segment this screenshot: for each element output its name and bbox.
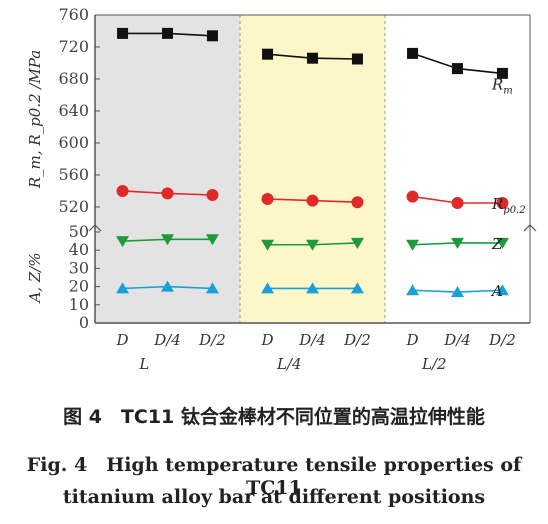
data-point-r-p0-2 (496, 197, 509, 209)
lower-tick-label: 20 (69, 277, 89, 296)
lower-tick-label: 50 (69, 222, 89, 241)
data-point-r-m (496, 67, 508, 79)
lower-tick-label: 40 (69, 240, 89, 259)
x-tick-label: D (116, 331, 129, 349)
data-point-a (116, 282, 130, 294)
data-point-z (306, 239, 319, 251)
data-point-a (495, 284, 509, 296)
x-tick-label: D (406, 331, 419, 349)
group-label: L/4 (276, 355, 302, 373)
upper-tick-label: 680 (58, 69, 89, 88)
caption-english-line1: Fig. 4 High temperature tensile properti… (26, 454, 522, 499)
data-point-r-m (452, 63, 463, 75)
data-point-a (161, 280, 174, 292)
data-point-r-p0-2 (351, 196, 364, 209)
upper-tick-label: 560 (58, 165, 89, 184)
upper-tick-label: 640 (58, 101, 89, 120)
group-label: L (138, 355, 149, 373)
data-point-a (350, 282, 364, 294)
data-point-r-m (407, 47, 419, 59)
data-point-a (406, 284, 420, 296)
axis-break-right (523, 224, 537, 232)
upper-y-axis-label: R_m, R_p0.2 /MPa (26, 50, 44, 189)
x-tick-label: D/2 (198, 331, 226, 349)
lower-y-axis-label: A, Z/% (26, 252, 44, 304)
x-tick-label: D/2 (488, 331, 516, 349)
data-point-r-p0-2 (116, 185, 129, 197)
series-label-a: A (490, 282, 503, 300)
data-point-r-m (262, 48, 274, 60)
upper-tick-label: 720 (58, 37, 89, 56)
data-point-a (205, 282, 219, 294)
data-point-r-p0-2 (261, 193, 274, 205)
data-point-r-m (117, 27, 129, 39)
data-point-r-p0-2 (161, 187, 174, 200)
data-point-r-m (162, 27, 173, 39)
group-bands (95, 15, 530, 323)
data-point-z (451, 237, 464, 249)
data-point-r-p0-2 (451, 197, 464, 209)
data-point-r-m (307, 52, 318, 64)
x-tick-label: D/4 (443, 331, 471, 349)
caption-chinese: 图 4 TC11 钛合金棒材不同位置的高温拉伸性能 (63, 406, 485, 428)
data-point-a (451, 286, 464, 298)
data-point-z (261, 239, 275, 251)
axes (88, 14, 537, 324)
data-point-z (495, 237, 509, 249)
data-point-r-m (206, 30, 218, 42)
caption-english-line2: titanium alloy bar at different position… (62, 486, 486, 508)
data-point-z (350, 237, 364, 249)
band-L (95, 15, 240, 323)
data-point-r-p0-2 (206, 189, 219, 201)
series-label-z: Z (491, 235, 503, 253)
series-layer (116, 27, 509, 298)
series-label-r-m: Rm (491, 75, 513, 96)
x-tick-label: D/4 (298, 331, 326, 349)
data-point-r-p0-2 (406, 190, 419, 203)
lower-tick-label: 30 (69, 258, 89, 277)
group-label: L/2 (421, 355, 447, 373)
lower-tick-label: 10 (69, 295, 89, 314)
data-point-r-p0-2 (306, 194, 319, 207)
data-point-r-m (351, 53, 363, 65)
upper-tick-label: 600 (58, 133, 89, 152)
x-tick-label: D (261, 331, 274, 349)
upper-tick-label: 760 (58, 5, 89, 24)
series-label-r-p0-2: Rp0.2 (491, 195, 526, 216)
data-point-z (116, 236, 130, 248)
band-L-2 (385, 15, 530, 323)
upper-tick-label: 520 (58, 197, 89, 216)
x-tick-label: D/2 (343, 331, 371, 349)
data-point-z (161, 234, 174, 246)
data-point-z (406, 239, 420, 251)
x-tick-label: D/4 (153, 331, 181, 349)
band-L-4 (240, 15, 385, 323)
lower-tick-label: 0 (79, 313, 89, 332)
data-point-a (261, 282, 275, 294)
data-point-z (205, 234, 219, 246)
axis-break-left (88, 224, 102, 232)
data-point-a (306, 282, 319, 294)
